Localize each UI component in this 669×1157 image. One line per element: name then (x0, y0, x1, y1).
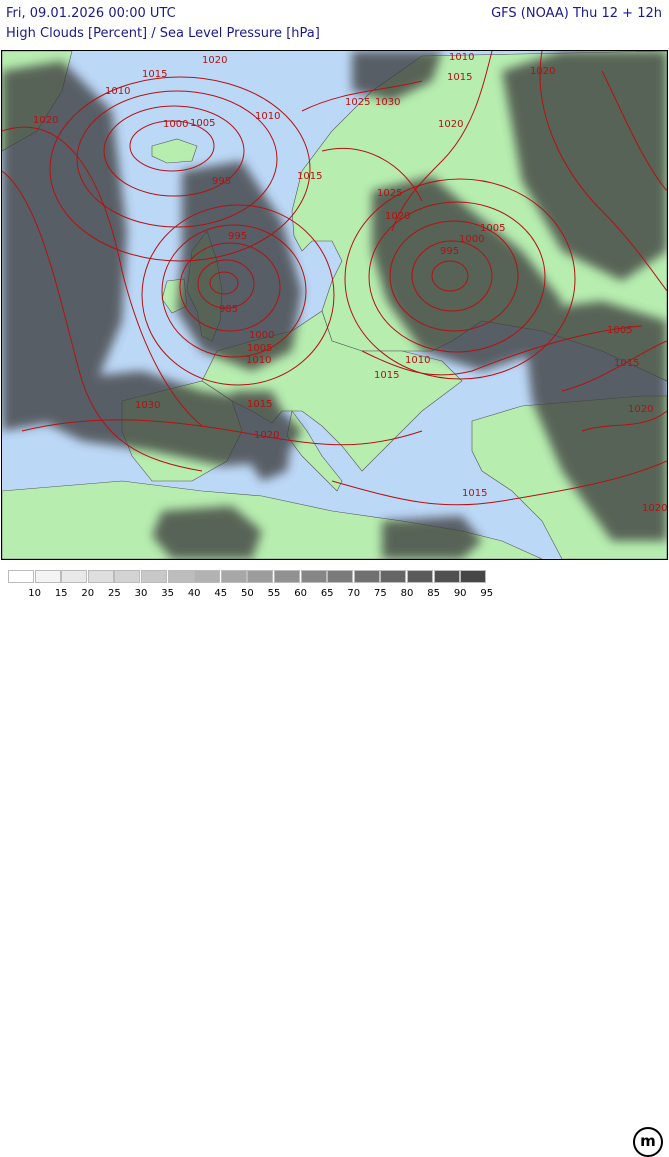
legend-label: 55 (267, 588, 281, 599)
isobar-label: 1020 (385, 211, 410, 222)
legend-swatch (433, 570, 460, 583)
legend-swatch (87, 570, 114, 583)
legend-label: 90 (453, 588, 467, 599)
legend-label: 20 (81, 588, 95, 599)
map-canvas: 1010 1015 1020 1020 1015 1010 1020 1000 … (2, 51, 667, 559)
isobar-label: 1010 (449, 52, 474, 63)
isobar-label: 1020 (530, 66, 555, 77)
isobar-label: 1030 (375, 97, 400, 108)
model-run: GFS (NOAA) Thu 12 + 12h (491, 6, 662, 21)
isobar-label: 1020 (254, 430, 279, 441)
isobar-label: 1005 (190, 118, 215, 129)
legend-swatch (300, 570, 327, 583)
legend-swatch (220, 570, 247, 583)
isobar-label: 1015 (462, 488, 487, 499)
isobar-label: 1025 (377, 188, 402, 199)
legend-swatch (61, 570, 88, 583)
legend-swatch (167, 570, 194, 583)
isobar-label: 1020 (33, 115, 58, 126)
legend-swatch (274, 570, 300, 583)
legend-label: 95 (480, 588, 494, 599)
isobar-label: 995 (212, 176, 231, 187)
legend-label: 15 (54, 588, 68, 599)
legend-swatch (407, 570, 433, 583)
legend-swatch (194, 570, 221, 583)
isobar-label: 1010 (246, 355, 271, 366)
legend-label: 10 (28, 588, 41, 599)
legend-label: 60 (294, 588, 307, 599)
legend-label: 65 (320, 588, 334, 599)
isobar-label: 1000 (459, 234, 484, 245)
weather-map[interactable]: 1010 1015 1020 1020 1015 1010 1020 1000 … (1, 50, 668, 560)
isobar-label: 1015 (614, 358, 639, 369)
legend-swatch (141, 570, 167, 583)
legend-swatch (34, 570, 61, 583)
map-title: High Clouds [Percent] / Sea Level Pressu… (6, 26, 320, 41)
legend-swatch (247, 570, 274, 583)
isobar-label: 1020 (438, 119, 463, 130)
map-header: Fri, 09.01.2026 00:00 UTC GFS (NOAA) Thu… (0, 0, 669, 50)
isobar-label: 1015 (447, 72, 472, 83)
isobar-label: 1020 (642, 503, 667, 514)
isobar-label: 985 (219, 304, 238, 315)
legend-label: 80 (400, 588, 414, 599)
isobars (2, 51, 667, 506)
isobar-label: 1025 (345, 97, 370, 108)
isobar-label: 1000 (249, 330, 274, 341)
isobar-label: 995 (440, 246, 459, 257)
high-cloud-cover (2, 51, 667, 559)
legend-swatch (327, 570, 354, 583)
isobar-label: 1005 (607, 325, 632, 336)
forecast-datetime: Fri, 09.01.2026 00:00 UTC (6, 6, 176, 21)
color-legend: 10 15 20 25 30 35 40 45 50 55 60 65 70 75 80 85 90 95 m (0, 562, 669, 1157)
isobar-label: 1020 (628, 404, 653, 415)
isobar-label: 1030 (135, 400, 160, 411)
isobar-label: 1010 (405, 355, 430, 366)
legend-label: 25 (108, 588, 121, 599)
legend-label: 30 (134, 588, 148, 599)
isobar-label: 1000 (163, 119, 188, 130)
isobar-label: 995 (228, 231, 247, 242)
isobar-label: 1015 (247, 399, 272, 410)
legend-label: 45 (214, 588, 228, 599)
isobar-label: 1015 (297, 171, 322, 182)
isobar-labels: 1010 1015 1020 1020 1015 1010 1020 1000 … (33, 52, 667, 514)
isobar-label: 1015 (142, 69, 167, 80)
isobar-label: 1020 (202, 55, 227, 66)
legend-label: 75 (374, 588, 387, 599)
legend-swatch (460, 570, 487, 583)
isobar-label: 1005 (247, 343, 272, 354)
legend-swatch (380, 570, 407, 583)
legend-label: 40 (187, 588, 201, 599)
isobar-label: 1015 (374, 370, 399, 381)
legend-label: 85 (427, 588, 440, 599)
isobar-label: 1010 (255, 111, 280, 122)
legend-swatch (114, 570, 141, 583)
legend-swatch (353, 570, 380, 583)
legend-swatch (8, 570, 34, 583)
isobar-label: 1005 (480, 223, 505, 234)
legend-label: 35 (161, 588, 174, 599)
legend-label: 70 (347, 588, 361, 599)
legend-label: 50 (241, 588, 254, 599)
isobar-label: 1010 (105, 86, 130, 97)
meteologix-logo: m (633, 1127, 663, 1157)
